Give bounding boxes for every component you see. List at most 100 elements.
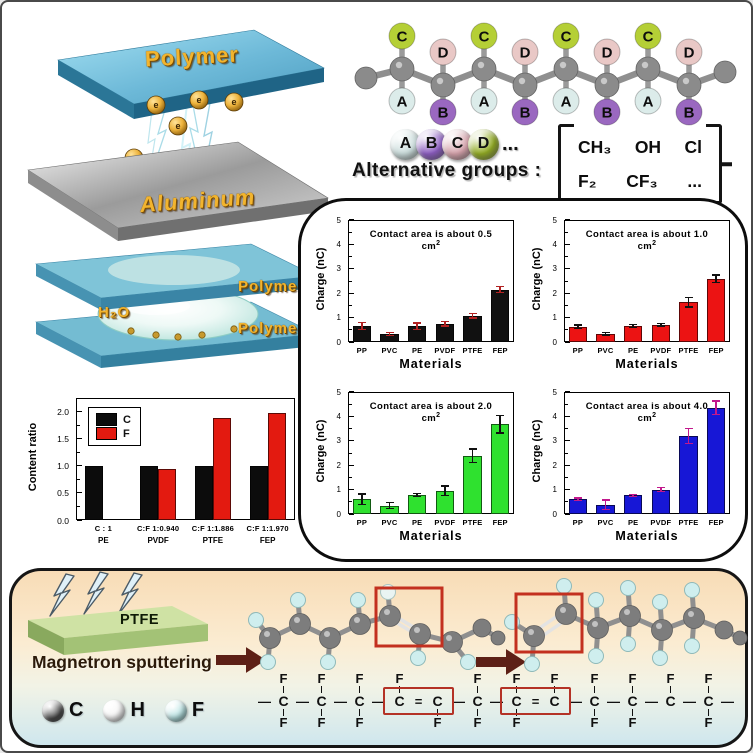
y-minor-tick [349, 403, 352, 405]
error-bar [361, 322, 363, 330]
atom-sphere-H [103, 699, 126, 722]
ellipsis-label: ... [502, 132, 519, 155]
y-tick [77, 492, 82, 494]
error-bar [388, 502, 391, 509]
error-cap [712, 413, 721, 416]
y-tick [565, 415, 570, 417]
bond-single: — [721, 693, 734, 709]
carbon-atom: C [432, 693, 443, 709]
bond-vertical [436, 709, 439, 716]
error-cap [468, 317, 477, 319]
molecule-with-defect-before [248, 584, 506, 670]
error-bar [715, 401, 717, 415]
x-tick-label: PTFE [678, 346, 699, 355]
y-minor-tick [349, 476, 352, 478]
x-axis-title: Materials [399, 529, 463, 543]
atom-legend-item-H: H [103, 699, 145, 722]
x-tick-label: FEP [708, 518, 724, 527]
error-cap [440, 320, 449, 322]
error-cap [629, 495, 638, 498]
x-tick-label: PE [411, 518, 423, 527]
fluorine-top: F [666, 671, 675, 686]
formula-after: FCF=FCF—FCF—FCF—FCF—FCF— [500, 671, 734, 730]
fluorine-bottom: F [512, 715, 521, 730]
y-minor-tick [565, 304, 568, 306]
fluorine-bottom: F [704, 715, 713, 730]
svg-text:B: B [684, 104, 695, 121]
carbon-atom: C [627, 693, 638, 709]
fluorine-bottom: F [317, 715, 326, 730]
error-cap [684, 442, 693, 444]
error-cap [712, 281, 721, 283]
bar-C:F 1:1.970 [249, 465, 268, 520]
group-label: ... [687, 170, 702, 191]
bar-PE [624, 325, 643, 342]
bar-FEP [707, 278, 726, 342]
legend-row: C [96, 413, 131, 426]
y-minor-tick [349, 304, 352, 306]
fluorine-top: F [628, 671, 637, 686]
x-axis-title: Materials [615, 357, 679, 371]
y-tick [565, 464, 570, 466]
fluorine-bottom: F [279, 715, 288, 730]
fluorine-top: F [704, 671, 713, 686]
y-minor-tick [565, 329, 568, 331]
y-axis-title: Charge (nC) [531, 419, 543, 483]
error-cap [413, 328, 422, 330]
bar-PVDF [651, 489, 670, 514]
carbon-atom: C [278, 693, 289, 709]
polymer-plate [57, 29, 325, 119]
bond-single: — [607, 693, 620, 709]
carbon-unit: FCF [658, 672, 683, 730]
carbon-atom: C [665, 693, 676, 709]
y-tick-label: 0.0 [57, 515, 69, 526]
y-tick [349, 391, 354, 393]
bar-PE [624, 495, 643, 514]
x-tick-label: C:F 1:1.970 [246, 524, 289, 533]
y-tick-label: 0.5 [57, 488, 69, 499]
y-tick-label: 2 [336, 288, 341, 298]
error-cap [656, 490, 665, 493]
x-tick-label: PTFE [462, 518, 483, 527]
legend-swatch [96, 427, 117, 440]
bond-vertical [282, 686, 285, 693]
y-minor-tick [565, 280, 568, 282]
error-cap [656, 323, 665, 325]
error-cap [357, 504, 366, 506]
alternative-groups-caption: Alternative groups : [352, 160, 542, 181]
y-minor-tick [349, 428, 352, 430]
bracket-nib [722, 162, 732, 166]
carbon-atom: C [354, 693, 365, 709]
bond-vertical [320, 709, 323, 716]
error-cap [385, 502, 394, 504]
atom-symbol: H [130, 699, 145, 721]
chart-charge-0-5cm2: 0 1 2 3 4 5 PP PVC PE PVDF PTFE FEP Materials Charge … [312, 210, 526, 380]
y-minor-tick [349, 256, 352, 258]
legend-row: F [96, 427, 131, 440]
bond-vertical [515, 709, 518, 716]
svg-text:A: A [643, 93, 654, 110]
groups-bracket: CH₃ OH Cl F₂ CF₃... [558, 124, 732, 204]
error-cap [656, 486, 665, 489]
bar-FEP [491, 424, 510, 514]
svg-text:C: C [643, 28, 654, 45]
fluorine-top: F [512, 671, 521, 686]
fluorine-top: F [590, 671, 599, 686]
y-minor-tick [565, 501, 568, 503]
error-cap [440, 485, 449, 487]
y-tick-label: 3 [552, 436, 557, 446]
fluorine-bottom: F [628, 715, 637, 730]
error-cap [357, 329, 366, 331]
bar-FEP [491, 289, 510, 342]
group-label: Cl [684, 136, 703, 157]
atom-sphere-F [164, 699, 187, 722]
y-tick [349, 292, 354, 294]
error-bar [660, 323, 662, 327]
x-tick-label: PTFE [678, 518, 699, 527]
error-cap [601, 332, 610, 334]
y-minor-tick [77, 505, 80, 507]
